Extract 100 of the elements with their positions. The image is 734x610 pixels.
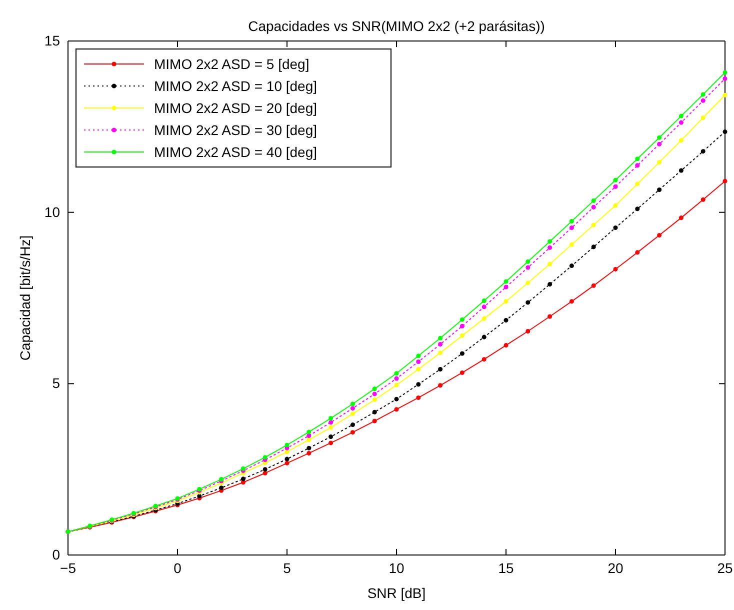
point bbox=[460, 351, 464, 356]
point bbox=[482, 357, 486, 362]
point bbox=[350, 430, 355, 435]
point bbox=[240, 476, 246, 482]
point bbox=[569, 242, 574, 247]
point bbox=[700, 92, 706, 97]
point bbox=[306, 450, 312, 456]
point bbox=[613, 178, 618, 182]
point bbox=[526, 280, 530, 286]
point bbox=[504, 343, 508, 348]
x-tick-label: 15 bbox=[498, 560, 514, 576]
point bbox=[394, 396, 399, 402]
point bbox=[657, 135, 662, 140]
point bbox=[482, 304, 486, 310]
point bbox=[657, 142, 662, 146]
point bbox=[700, 149, 706, 154]
point bbox=[482, 334, 486, 340]
point bbox=[416, 395, 421, 400]
point bbox=[372, 392, 377, 396]
point bbox=[635, 250, 640, 255]
point bbox=[678, 120, 684, 125]
point bbox=[328, 420, 334, 425]
y-axis-title: Capacidad [bit/s/Hz] bbox=[17, 235, 33, 361]
point bbox=[569, 299, 574, 304]
y-tick-label: 0 bbox=[52, 546, 60, 562]
point bbox=[394, 376, 399, 381]
point bbox=[284, 442, 290, 448]
point bbox=[635, 163, 640, 168]
point bbox=[482, 316, 486, 321]
legend-label: MIMO 2x2 ASD = 40 [deg] bbox=[154, 144, 318, 160]
point bbox=[722, 178, 728, 184]
point bbox=[591, 244, 596, 250]
point bbox=[548, 314, 552, 319]
point bbox=[328, 440, 334, 446]
point bbox=[613, 266, 618, 272]
point bbox=[306, 438, 312, 442]
point bbox=[591, 222, 596, 228]
point bbox=[700, 197, 706, 202]
point bbox=[416, 367, 421, 372]
point bbox=[678, 138, 684, 143]
point bbox=[635, 206, 640, 212]
point bbox=[678, 168, 684, 173]
point bbox=[350, 406, 355, 411]
point bbox=[394, 382, 399, 388]
point bbox=[460, 324, 464, 328]
point bbox=[306, 430, 312, 434]
point bbox=[350, 422, 355, 428]
x-axis-title: SNR [dB] bbox=[367, 585, 426, 601]
point bbox=[569, 264, 574, 268]
point bbox=[372, 386, 377, 392]
legend-label: MIMO 2x2 ASD = 5 [deg] bbox=[154, 56, 310, 72]
point bbox=[569, 226, 574, 230]
y-tick-label: 10 bbox=[44, 204, 60, 220]
point bbox=[569, 218, 574, 224]
point bbox=[438, 336, 443, 340]
point bbox=[504, 279, 508, 284]
x-tick-label: 5 bbox=[283, 560, 292, 576]
point bbox=[262, 470, 268, 476]
point bbox=[526, 265, 530, 270]
point bbox=[526, 300, 530, 305]
legend-label: MIMO 2x2 ASD = 20 [deg] bbox=[154, 100, 318, 116]
point bbox=[416, 382, 421, 387]
point bbox=[591, 198, 596, 203]
point bbox=[438, 350, 443, 356]
point bbox=[722, 70, 728, 75]
point bbox=[635, 156, 640, 162]
point bbox=[394, 371, 399, 376]
point bbox=[548, 239, 552, 244]
legend-label: MIMO 2x2 ASD = 30 [deg] bbox=[154, 122, 318, 138]
point bbox=[460, 370, 464, 375]
point bbox=[219, 486, 224, 490]
point bbox=[394, 407, 399, 412]
point bbox=[262, 467, 268, 472]
x-tick-label: 0 bbox=[174, 560, 182, 576]
point bbox=[700, 116, 706, 120]
point bbox=[372, 418, 377, 424]
point bbox=[700, 98, 706, 103]
point bbox=[657, 233, 662, 238]
point bbox=[284, 460, 290, 466]
point bbox=[722, 76, 728, 81]
point bbox=[613, 203, 618, 208]
point bbox=[548, 262, 552, 266]
point bbox=[284, 456, 290, 462]
point bbox=[635, 182, 640, 186]
point bbox=[657, 160, 662, 165]
x-tick-label: 10 bbox=[388, 560, 404, 576]
point bbox=[438, 342, 443, 347]
point bbox=[526, 328, 530, 334]
legend-label: MIMO 2x2 ASD = 10 [deg] bbox=[154, 78, 318, 94]
point bbox=[504, 299, 508, 304]
y-tick-label: 15 bbox=[44, 32, 60, 48]
point bbox=[416, 354, 421, 358]
point bbox=[482, 298, 486, 303]
point bbox=[328, 416, 334, 421]
point bbox=[548, 282, 552, 287]
point bbox=[438, 383, 443, 388]
x-tick-label: −5 bbox=[60, 560, 76, 576]
point bbox=[372, 398, 377, 402]
point bbox=[328, 425, 334, 430]
chart-title: Capacidades vs SNR(MIMO 2x2 (+2 parásitas)) bbox=[248, 18, 545, 34]
